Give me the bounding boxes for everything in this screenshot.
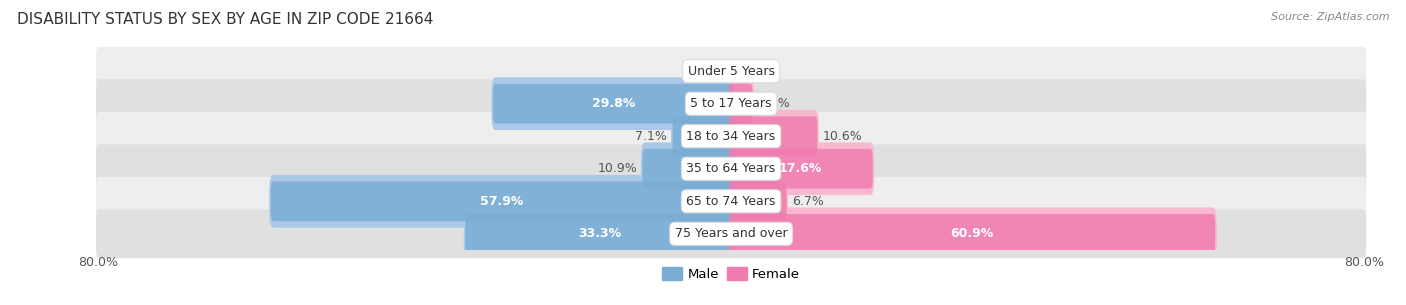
FancyBboxPatch shape [727, 142, 875, 195]
FancyBboxPatch shape [464, 207, 735, 260]
Text: 10.6%: 10.6% [823, 130, 863, 143]
Text: 10.9%: 10.9% [598, 162, 637, 175]
Text: 18 to 34 Years: 18 to 34 Years [686, 130, 776, 143]
FancyBboxPatch shape [671, 110, 735, 163]
Text: 0.0%: 0.0% [692, 65, 723, 78]
Text: 35 to 64 Years: 35 to 64 Years [686, 162, 776, 175]
FancyBboxPatch shape [728, 214, 1215, 254]
Legend: Male, Female: Male, Female [657, 262, 806, 286]
FancyBboxPatch shape [269, 175, 735, 228]
FancyBboxPatch shape [728, 149, 873, 188]
FancyBboxPatch shape [728, 181, 786, 221]
FancyBboxPatch shape [96, 210, 1367, 258]
Text: Under 5 Years: Under 5 Years [688, 65, 775, 78]
Text: 75 Years and over: 75 Years and over [675, 227, 787, 240]
Text: 2.4%: 2.4% [758, 97, 790, 110]
Text: 7.1%: 7.1% [636, 130, 666, 143]
FancyBboxPatch shape [727, 207, 1216, 260]
Text: 60.9%: 60.9% [950, 227, 994, 240]
Text: 5 to 17 Years: 5 to 17 Years [690, 97, 772, 110]
Text: 17.6%: 17.6% [779, 162, 823, 175]
Text: 65 to 74 Years: 65 to 74 Years [686, 195, 776, 208]
FancyBboxPatch shape [643, 149, 734, 188]
FancyBboxPatch shape [494, 84, 734, 124]
Text: DISABILITY STATUS BY SEX BY AGE IN ZIP CODE 21664: DISABILITY STATUS BY SEX BY AGE IN ZIP C… [17, 12, 433, 27]
FancyBboxPatch shape [465, 214, 734, 254]
FancyBboxPatch shape [96, 177, 1367, 226]
FancyBboxPatch shape [728, 117, 817, 156]
FancyBboxPatch shape [728, 84, 752, 124]
FancyBboxPatch shape [727, 77, 754, 130]
FancyBboxPatch shape [271, 181, 734, 221]
Text: 33.3%: 33.3% [578, 227, 621, 240]
Text: 0.0%: 0.0% [740, 65, 770, 78]
FancyBboxPatch shape [727, 175, 787, 228]
FancyBboxPatch shape [96, 47, 1367, 95]
FancyBboxPatch shape [96, 79, 1367, 128]
FancyBboxPatch shape [492, 77, 735, 130]
FancyBboxPatch shape [96, 144, 1367, 193]
FancyBboxPatch shape [641, 142, 735, 195]
Text: 57.9%: 57.9% [481, 195, 524, 208]
FancyBboxPatch shape [96, 112, 1367, 161]
FancyBboxPatch shape [672, 117, 734, 156]
Text: 29.8%: 29.8% [592, 97, 636, 110]
Text: Source: ZipAtlas.com: Source: ZipAtlas.com [1271, 12, 1389, 22]
FancyBboxPatch shape [727, 110, 818, 163]
Text: 6.7%: 6.7% [792, 195, 824, 208]
